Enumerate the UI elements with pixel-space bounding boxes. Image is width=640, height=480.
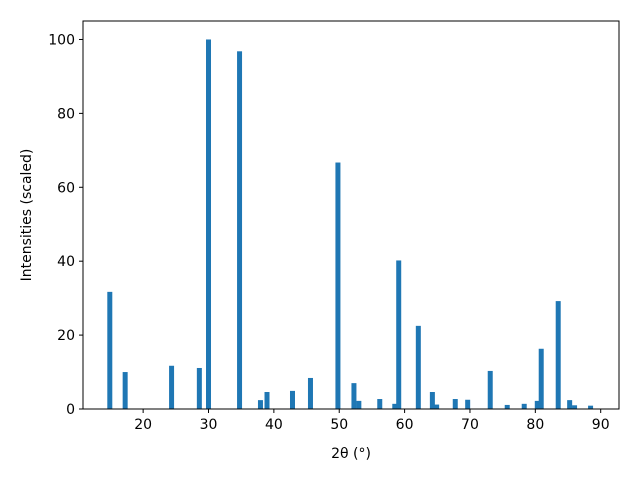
plot-frame xyxy=(82,20,620,410)
bar xyxy=(521,403,527,409)
bar xyxy=(538,348,544,409)
bar xyxy=(392,403,398,409)
x-tick-label: 60 xyxy=(396,417,414,433)
y-axis-label: Intensities (scaled) xyxy=(19,149,35,282)
bar xyxy=(534,400,540,409)
bar xyxy=(465,399,471,409)
bar xyxy=(206,39,212,409)
bar xyxy=(169,365,175,409)
y-tick-label: 100 xyxy=(48,32,75,48)
bar xyxy=(588,405,594,409)
bar xyxy=(257,400,263,409)
bar xyxy=(434,404,440,409)
bar xyxy=(264,392,270,409)
bar xyxy=(351,383,357,409)
bar xyxy=(377,399,383,409)
bar xyxy=(196,367,202,409)
x-tick-label: 40 xyxy=(265,417,283,433)
bar xyxy=(452,399,458,409)
x-tick-label: 70 xyxy=(461,417,479,433)
x-tick-label: 20 xyxy=(134,417,152,433)
y-tick-label: 0 xyxy=(66,402,75,418)
bar xyxy=(289,390,295,409)
bar xyxy=(396,260,402,409)
x-tick-label: 80 xyxy=(526,417,544,433)
y-tick-label: 20 xyxy=(57,328,75,344)
bar xyxy=(335,162,341,409)
y-tick-label: 80 xyxy=(57,106,75,122)
x-tick-label: 50 xyxy=(330,417,348,433)
bar xyxy=(107,291,113,409)
bar xyxy=(487,370,493,409)
x-axis-label: 2θ (°) xyxy=(331,446,371,462)
bar xyxy=(504,404,510,409)
y-tick-label: 40 xyxy=(57,254,75,270)
bar xyxy=(555,301,561,409)
bar xyxy=(572,405,578,409)
bar xyxy=(567,400,573,409)
bar xyxy=(415,325,421,409)
bar xyxy=(356,400,362,409)
x-tick-label: 30 xyxy=(200,417,218,433)
bar xyxy=(237,51,243,409)
y-tick-label: 60 xyxy=(57,180,75,196)
bar xyxy=(122,372,128,409)
x-tick-label: 90 xyxy=(592,417,610,433)
bar xyxy=(307,377,313,409)
bar xyxy=(429,392,435,409)
